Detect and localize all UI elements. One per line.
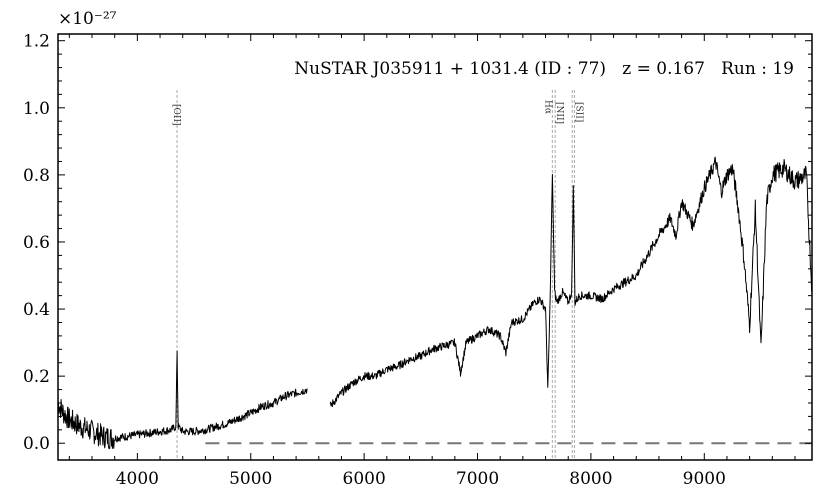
y-tick-label: 0.0 [23, 434, 50, 454]
plot-frame [57, 33, 813, 461]
x-tick-label: 7000 [456, 469, 499, 489]
emission-line-label: [SII] [573, 102, 583, 122]
emission-line-label: [NII] [554, 102, 564, 124]
x-tick-label: 8000 [569, 469, 612, 489]
axes-layer: 4000 5000 6000 7000 8000 9000 0.0 0.2 0.4 0.6 0.8 1… [23, 32, 813, 489]
emission-line-label: Hα [542, 100, 552, 114]
spectrum-line [57, 350, 308, 450]
y-tick-label: 0.2 [23, 367, 50, 387]
spectrum-line [329, 156, 813, 407]
x-tick-label: 9000 [683, 469, 726, 489]
y-tick-label: 1.2 [23, 32, 50, 52]
y-scale-label: ×10⁻²⁷ [58, 9, 117, 29]
chart-title: NuSTAR J035911 + 1031.4 (ID : 77) z = 0.… [294, 59, 794, 79]
x-tick-label: 4000 [116, 469, 159, 489]
y-tick-label: 0.4 [23, 300, 50, 320]
series-layer [57, 156, 813, 450]
y-tick-label: 1.0 [23, 99, 50, 119]
x-tick-label: 6000 [343, 469, 386, 489]
emission-line-label: [OII] [171, 104, 181, 126]
y-tick-label: 0.8 [23, 166, 50, 186]
x-tick-label: 5000 [229, 469, 272, 489]
emission-lines-layer: [OII] Hα [NII] [SII] [171, 90, 583, 460]
y-tick-label: 0.6 [23, 233, 50, 253]
